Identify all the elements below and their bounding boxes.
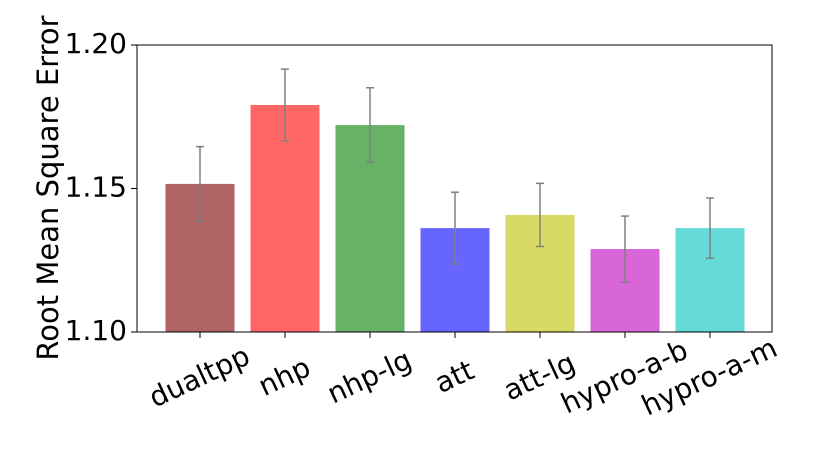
bar xyxy=(250,104,320,332)
x-tick-label: nhp-lg xyxy=(322,343,417,410)
plot-frame xyxy=(136,44,773,333)
y-tick-label: 1.15 xyxy=(65,171,127,204)
y-axis-label: Root Mean Square Error xyxy=(31,15,65,360)
x-tick-label: dualtpp xyxy=(144,339,255,414)
y-tick-label: 1.20 xyxy=(65,27,127,60)
y-tick-label: 1.10 xyxy=(65,314,127,347)
x-tick-label: att xyxy=(430,353,479,399)
x-tick-label: nhp xyxy=(253,350,315,402)
